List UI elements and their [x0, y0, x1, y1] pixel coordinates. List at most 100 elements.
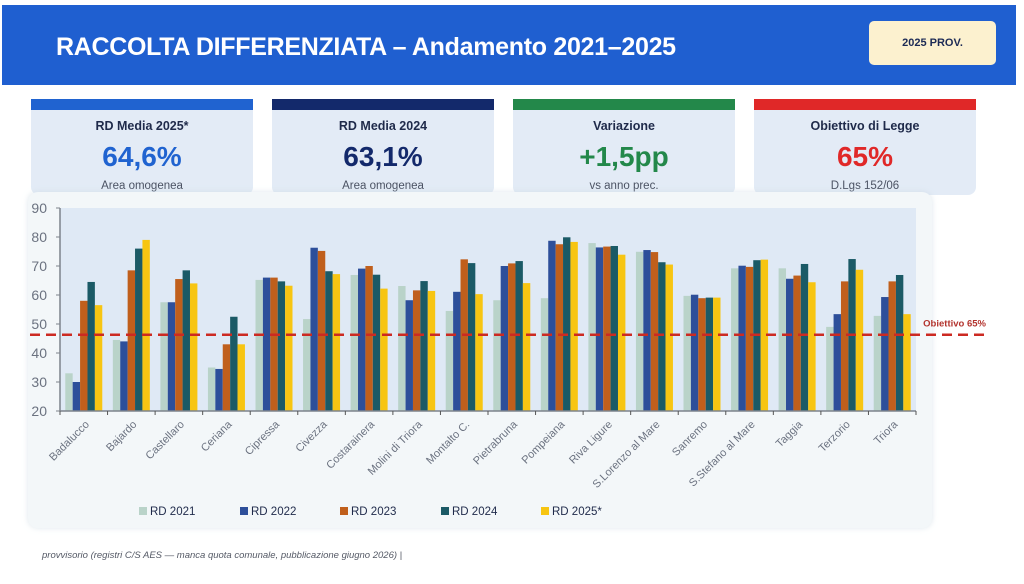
legend-swatch: [139, 507, 147, 515]
kpi-subtitle: Area omogenea: [101, 180, 183, 192]
x-tick-label: Civezza: [294, 418, 331, 455]
bar: [903, 314, 911, 411]
legend-swatch: [441, 507, 449, 515]
legend-swatch: [240, 507, 248, 515]
bar: [588, 243, 596, 411]
bar: [65, 373, 73, 411]
bar: [467, 263, 476, 411]
bar: [563, 237, 571, 411]
y-tick-label: 20: [31, 403, 47, 419]
bar: [786, 278, 794, 411]
legend: RD 2021 RD 2022 RD 2023 RD 2024 RD 2025*: [139, 506, 602, 518]
kpi-card-variazione: Variazione +1,5pp vs anno prec.: [513, 99, 735, 195]
bar: [405, 300, 413, 411]
bar: [358, 268, 366, 411]
reference-line-group: Obiettivo 65%: [30, 319, 990, 336]
bar: [112, 339, 121, 411]
bar: [398, 286, 406, 411]
bar: [683, 295, 691, 411]
bar: [94, 305, 103, 411]
legend-swatch: [541, 507, 549, 515]
bar: [215, 368, 223, 411]
bar: [420, 281, 428, 411]
bar: [87, 281, 95, 411]
bar: [277, 281, 286, 411]
bar: [317, 250, 326, 411]
bar: [555, 244, 564, 411]
kpi-label: Obiettivo di Legge: [810, 119, 920, 133]
bar: [826, 326, 834, 411]
legend-swatch: [340, 507, 348, 515]
bar: [778, 268, 787, 411]
x-tick-label: Cipressa: [243, 418, 283, 458]
x-tick-label: Costarainera: [324, 418, 378, 472]
bar: [222, 344, 231, 411]
bar: [617, 254, 626, 411]
bars-group: [65, 237, 911, 411]
kpi-value: +1,5pp: [579, 141, 669, 172]
bar: [255, 279, 263, 411]
kpi-value: 64,6%: [102, 141, 182, 172]
bar: [881, 297, 889, 411]
kpi-card-obiettivo: Obiettivo di Legge 65% D.Lgs 152/06: [754, 99, 976, 195]
kpi-subtitle: D.Lgs 152/06: [830, 180, 900, 192]
x-tick-label: Badalucco: [47, 419, 92, 464]
bar: [508, 263, 516, 411]
bar: [603, 246, 611, 411]
x-tick-label: Taggia: [774, 418, 806, 450]
bar: [142, 239, 150, 411]
bar: [738, 265, 746, 411]
legend-label: RD 2025*: [552, 506, 602, 518]
bar: [270, 277, 278, 411]
bar: [570, 241, 578, 411]
bar: [120, 341, 128, 411]
bar: [635, 251, 644, 411]
kpi-value: 65%: [836, 141, 894, 172]
bar: [888, 281, 896, 411]
x-tick-label: Castellaro: [144, 419, 188, 463]
bar: [189, 283, 198, 411]
bar: [713, 297, 721, 411]
bar: [412, 290, 421, 411]
provisional-badge: 2025 PROV.: [869, 21, 996, 65]
bar: [175, 279, 183, 411]
bar: [698, 298, 706, 411]
bar: [72, 382, 81, 411]
x-tick-label: Riva Ligure: [567, 419, 615, 467]
kpi-accent-bar: [754, 99, 976, 110]
footer-note: provvisorio (registri C/S AES — manca qu…: [42, 550, 403, 561]
bar: [237, 344, 245, 411]
bar: [285, 285, 293, 411]
y-tick-label: 60: [31, 287, 47, 303]
bar: [595, 247, 604, 411]
bar: [262, 277, 271, 411]
bar: [365, 266, 373, 411]
bar: [310, 247, 318, 411]
bar: [127, 270, 136, 411]
bar: [475, 294, 483, 411]
y-tick-label: 90: [31, 200, 47, 216]
plot-area: [60, 208, 916, 411]
bar: [380, 288, 388, 411]
bar: [160, 302, 168, 411]
bar: [548, 240, 556, 411]
bar: [760, 259, 769, 411]
header-banner: RACCOLTA DIFFERENZIATA – Andamento 2021–…: [2, 5, 1016, 85]
kpi-subtitle: vs anno prec.: [589, 180, 659, 192]
bar: [332, 274, 341, 411]
target-line-label: Obiettivo 65%: [923, 319, 986, 330]
bar: [705, 297, 714, 411]
kpi-label: RD Media 2025*: [95, 119, 189, 133]
bar: [665, 264, 673, 411]
bar: [500, 266, 509, 411]
y-tick-label: 80: [31, 229, 47, 245]
bar: [303, 319, 311, 411]
kpi-subtitle: Area omogenea: [342, 180, 424, 192]
bar: [800, 263, 809, 411]
x-tick-label: Triora: [872, 418, 901, 447]
bar: [325, 271, 333, 411]
bar: [650, 252, 659, 411]
x-tick-label: Terzorio: [817, 419, 853, 455]
bar: [833, 314, 841, 411]
